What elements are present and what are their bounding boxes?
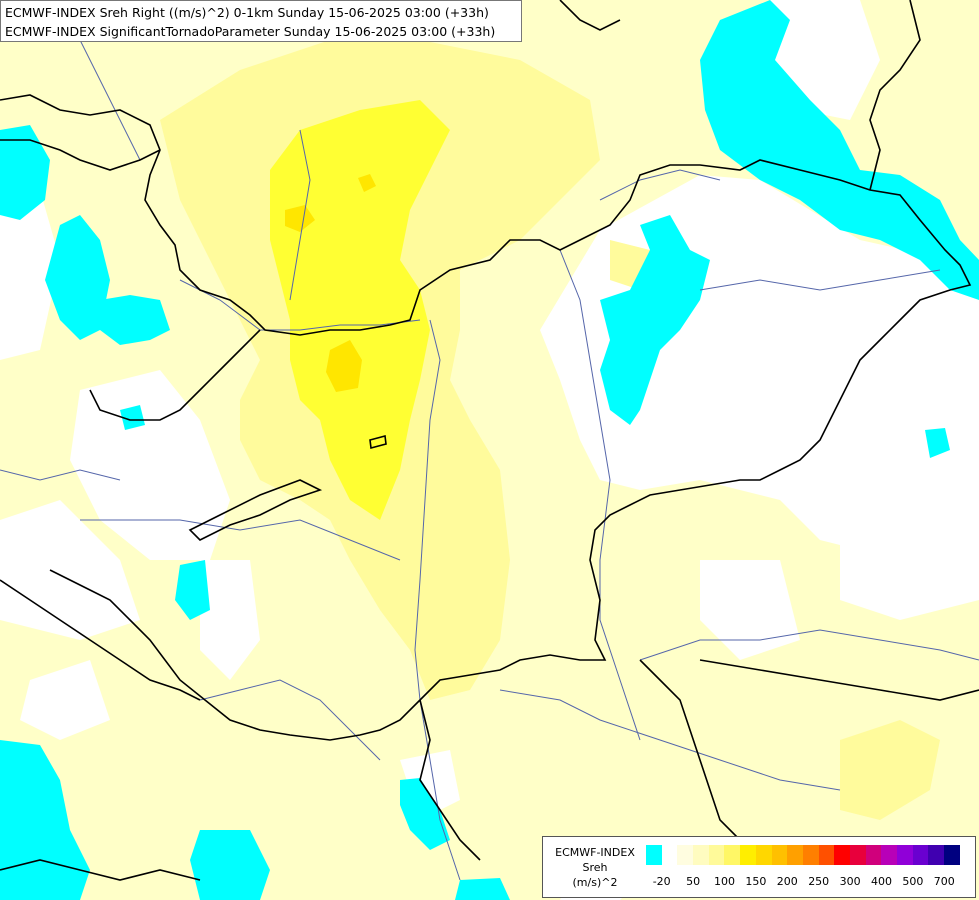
legend-swatch	[818, 845, 835, 865]
legend-swatch	[693, 845, 709, 865]
color-legend: ECMWF-INDEX Sreh (m/s)^2 -20 50 100 150 200 2…	[542, 836, 976, 898]
legend-ticks: -20 50 100 150 200 250 300 400 500 700	[646, 875, 968, 889]
legend-swatch	[677, 845, 694, 865]
title-line-sreh: ECMWF-INDEX Sreh Right ((m/s)^2) 0-1km S…	[5, 5, 489, 20]
legend-swatch	[881, 845, 897, 865]
legend-swatch	[912, 845, 929, 865]
legend-swatch	[897, 845, 913, 865]
map-title-box: ECMWF-INDEX Sreh Right ((m/s)^2) 0-1km S…	[0, 0, 522, 42]
legend-tick-label: 700	[933, 875, 955, 888]
legend-swatch	[724, 845, 741, 865]
title-line-stp: ECMWF-INDEX SignificantTornadoParameter …	[5, 24, 496, 39]
legend-tick-label: 500	[902, 875, 924, 888]
rivers	[0, 39, 979, 881]
legend-tick-label: 250	[808, 875, 830, 888]
country-borders	[0, 0, 979, 881]
legend-unit: (m/s)^2	[572, 876, 618, 889]
legend-tick-label: 200	[776, 875, 798, 888]
legend-swatch	[928, 845, 945, 865]
legend-tick-label: 50	[686, 875, 701, 888]
legend-tick-label: 400	[871, 875, 892, 888]
legend-tick-label: 150	[745, 875, 767, 888]
yellow-regions	[270, 100, 450, 520]
legend-swatch	[865, 845, 882, 865]
legend-model: ECMWF-INDEX	[555, 846, 635, 859]
legend-swatch	[740, 845, 756, 865]
legend-swatch	[755, 845, 772, 865]
legend-swatch	[944, 845, 960, 865]
legend-swatch	[708, 845, 725, 865]
legend-swatches	[646, 845, 960, 865]
legend-tick-label: 100	[714, 875, 735, 888]
legend-swatch	[849, 845, 866, 865]
legend-swatch	[834, 845, 850, 865]
legend-swatch	[771, 845, 788, 865]
legend-tick-label: 300	[839, 875, 861, 888]
legend-swatch	[787, 845, 803, 865]
legend-variable: Sreh	[582, 861, 608, 874]
deep-yellow-regions	[285, 174, 376, 392]
legend-label: ECMWF-INDEX Sreh (m/s)^2	[547, 845, 643, 890]
legend-tick-label: -20	[652, 875, 671, 888]
legend-swatch	[802, 845, 819, 865]
legend-swatch	[646, 845, 662, 865]
legend-swatch	[661, 845, 678, 865]
